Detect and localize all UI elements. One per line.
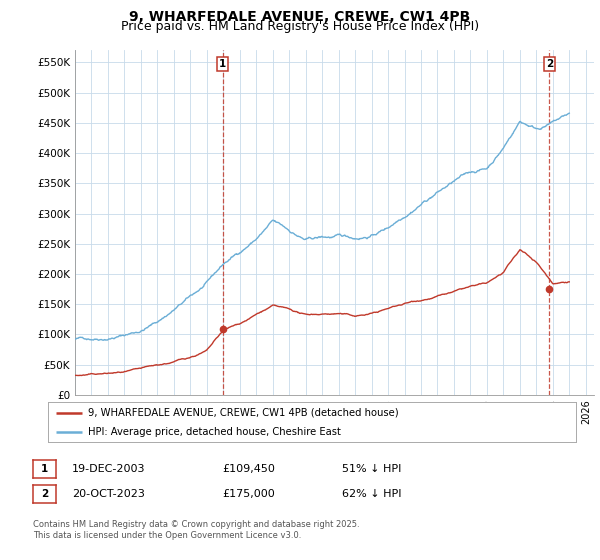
Text: 9, WHARFEDALE AVENUE, CREWE, CW1 4PB: 9, WHARFEDALE AVENUE, CREWE, CW1 4PB bbox=[130, 10, 470, 24]
Text: 1: 1 bbox=[219, 59, 226, 69]
Text: 2: 2 bbox=[41, 489, 48, 499]
Text: 51% ↓ HPI: 51% ↓ HPI bbox=[342, 464, 401, 474]
Text: 20-OCT-2023: 20-OCT-2023 bbox=[72, 489, 145, 499]
Text: 9, WHARFEDALE AVENUE, CREWE, CW1 4PB (detached house): 9, WHARFEDALE AVENUE, CREWE, CW1 4PB (de… bbox=[88, 408, 398, 418]
Text: £109,450: £109,450 bbox=[222, 464, 275, 474]
Text: Contains HM Land Registry data © Crown copyright and database right 2025.
This d: Contains HM Land Registry data © Crown c… bbox=[33, 520, 359, 540]
Text: 62% ↓ HPI: 62% ↓ HPI bbox=[342, 489, 401, 499]
Text: 1: 1 bbox=[41, 464, 48, 474]
Text: 2: 2 bbox=[546, 59, 553, 69]
Text: Price paid vs. HM Land Registry's House Price Index (HPI): Price paid vs. HM Land Registry's House … bbox=[121, 20, 479, 33]
Text: HPI: Average price, detached house, Cheshire East: HPI: Average price, detached house, Ches… bbox=[88, 427, 340, 436]
Text: 19-DEC-2003: 19-DEC-2003 bbox=[72, 464, 146, 474]
Text: £175,000: £175,000 bbox=[222, 489, 275, 499]
